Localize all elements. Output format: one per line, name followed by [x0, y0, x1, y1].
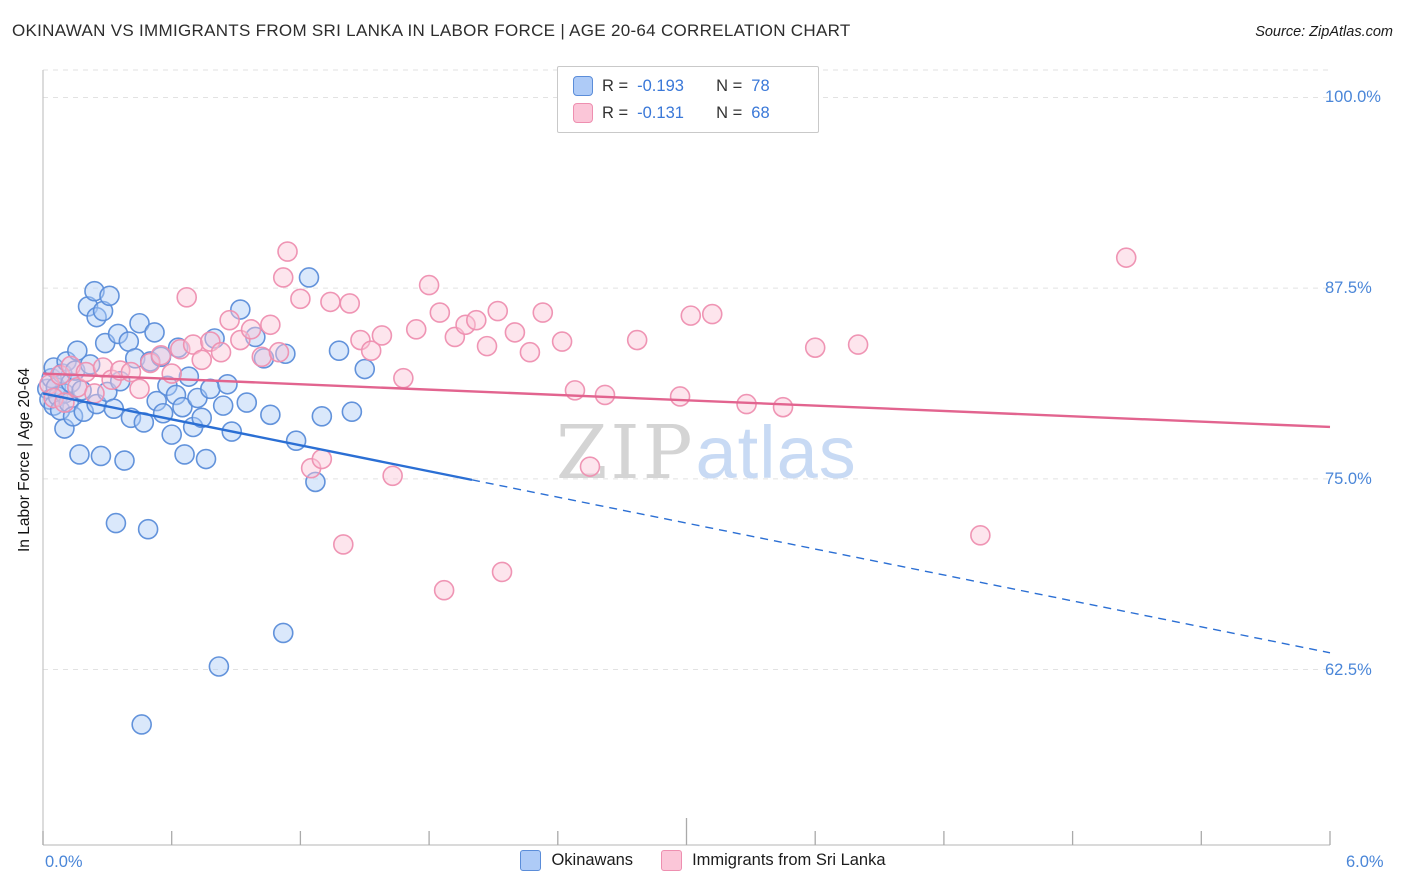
x-axis-max-label: 6.0%	[1346, 853, 1384, 871]
n-label: N =	[716, 76, 743, 95]
legend-item-label: Immigrants from Sri Lanka	[692, 851, 886, 869]
zipatlas-watermark: ZIPatlas	[556, 410, 857, 496]
y-axis-label: In Labor Force | Age 20-64	[16, 367, 33, 553]
okinawans-swatch-icon	[520, 850, 542, 871]
r-label: R =	[602, 103, 629, 122]
y-tick-label-100: 100.0%	[1325, 88, 1381, 106]
okinawans-swatch-icon	[573, 76, 593, 96]
page-title: OKINAWAN VS IMMIGRANTS FROM SRI LANKA IN…	[12, 21, 851, 40]
n-value: 68	[751, 103, 770, 122]
r-value: -0.131	[637, 103, 684, 122]
y-tick-label-75: 75.0%	[1325, 470, 1372, 488]
source-attribution: Source: ZipAtlas.com	[1255, 24, 1393, 40]
r-value: -0.193	[637, 76, 684, 95]
n-label: N =	[716, 103, 743, 122]
watermark-zip-text: ZIP	[556, 410, 696, 496]
series-legend: Okinawans Immigrants from Sri Lanka	[0, 850, 1406, 871]
sri-lanka-swatch-icon	[573, 103, 593, 123]
x-axis-min-label: 0.0%	[45, 853, 83, 871]
y-tick-label-87-5: 87.5%	[1325, 279, 1372, 297]
legend-item-okinawans: Okinawans	[520, 850, 633, 871]
sri-lanka-swatch-icon	[661, 850, 683, 871]
r-label: R =	[602, 76, 629, 95]
legend-item-label: Okinawans	[551, 851, 634, 869]
y-tick-label-62-5: 62.5%	[1325, 661, 1372, 679]
n-value: 78	[751, 76, 770, 95]
watermark-atlas-text: atlas	[695, 411, 857, 494]
legend-row-okinawans: R = -0.193 N = 78	[573, 76, 803, 96]
legend-row-sri-lanka: R = -0.131 N = 68	[573, 103, 803, 123]
legend-item-sri-lanka: Immigrants from Sri Lanka	[661, 850, 886, 871]
correlation-legend-box: R = -0.193 N = 78 R = -0.131 N = 68	[557, 66, 819, 133]
